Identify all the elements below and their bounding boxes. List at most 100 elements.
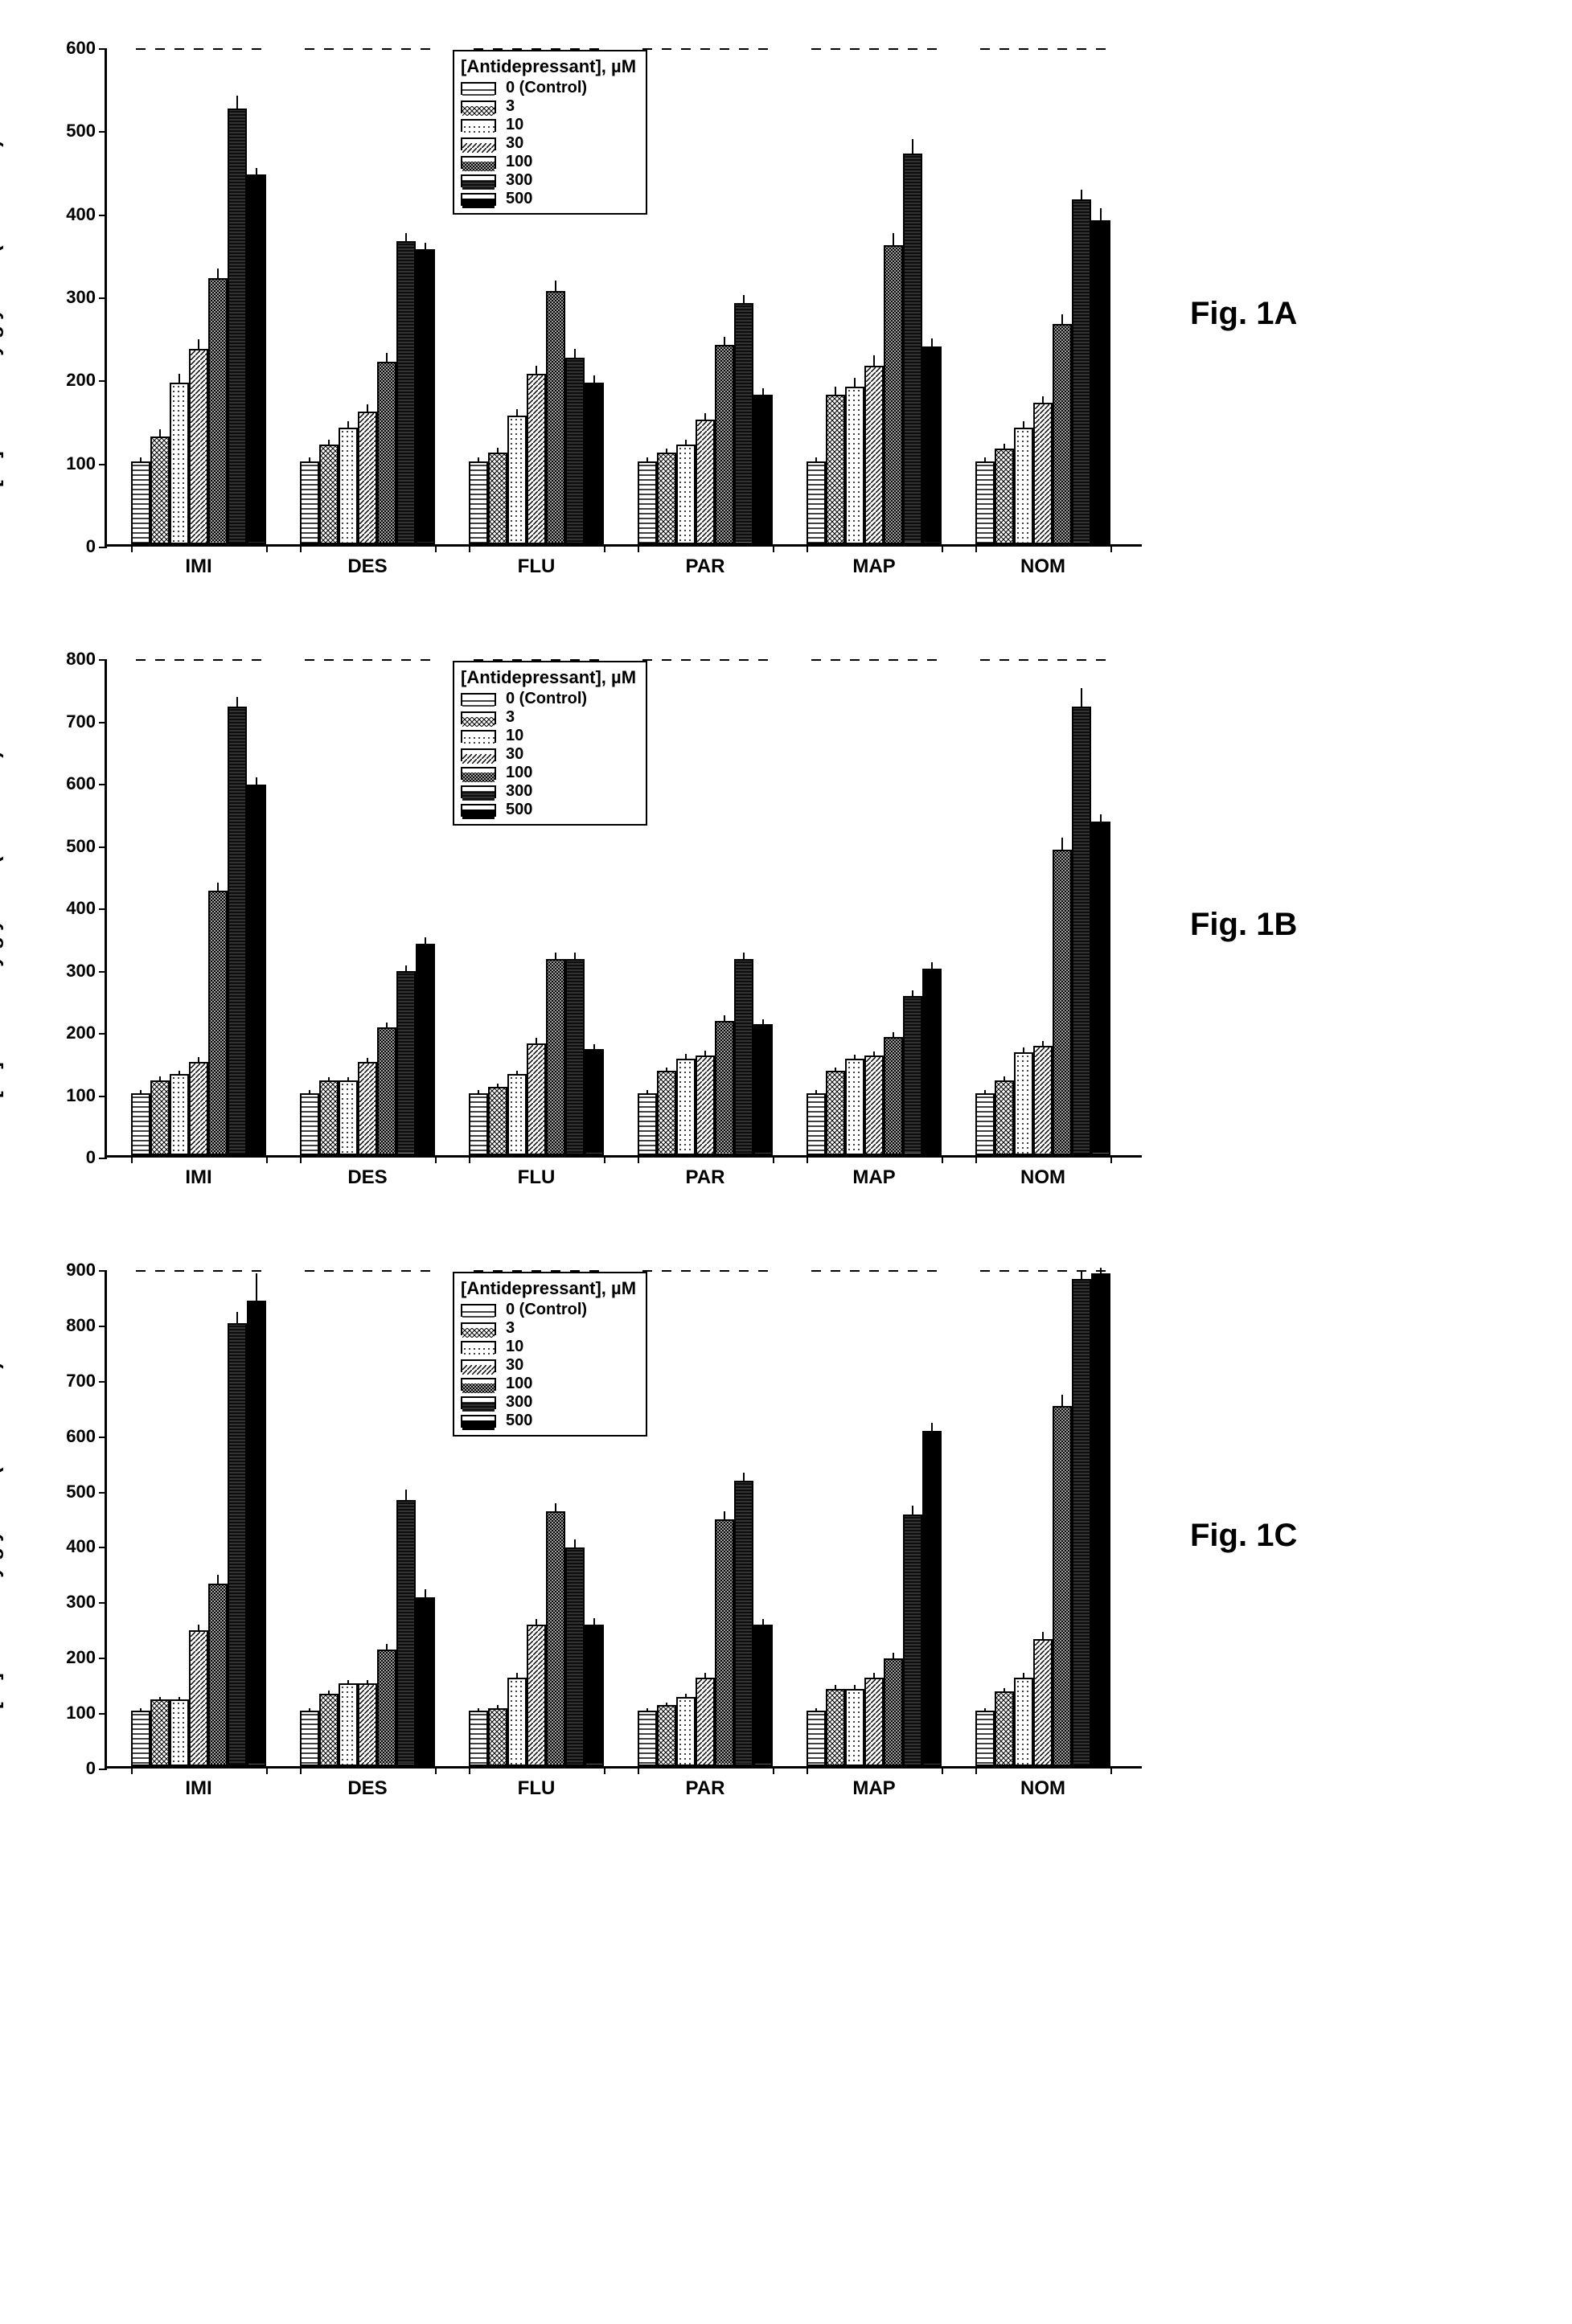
bar	[565, 959, 585, 1155]
legend-label: 0 (Control)	[506, 1301, 587, 1319]
plot-area: 0100200300400500600700800IMIDESFLUPARMAP…	[105, 659, 1142, 1158]
error-cap	[720, 1270, 729, 1272]
error-bar	[685, 1054, 687, 1059]
error-bar	[497, 1084, 499, 1087]
error-cap	[739, 1270, 749, 1272]
error-cap	[927, 659, 937, 661]
x-tick	[266, 544, 268, 552]
y-tick-label: 600	[66, 773, 96, 794]
bar	[753, 1024, 773, 1155]
error-cap	[999, 48, 1009, 50]
legend-item: 100	[461, 764, 636, 782]
y-tick-label: 300	[66, 287, 96, 308]
bar	[922, 346, 942, 544]
y-tick	[99, 1096, 107, 1097]
error-bar	[555, 953, 556, 959]
bar	[1033, 1639, 1053, 1766]
error-cap	[252, 659, 261, 661]
error-cap	[999, 1270, 1009, 1272]
x-tick	[300, 544, 302, 552]
legend-item: 10	[461, 1338, 636, 1356]
legend-swatch	[461, 748, 496, 761]
error-cap	[681, 659, 691, 661]
error-cap	[382, 48, 392, 50]
x-category-label: IMI	[185, 1777, 211, 1800]
x-category-label: PAR	[686, 1166, 725, 1189]
error-bar	[574, 953, 576, 959]
bar	[189, 1062, 208, 1155]
legend-label: 300	[506, 171, 532, 190]
error-cap	[252, 1270, 261, 1272]
bar	[676, 1059, 696, 1155]
x-tick	[1110, 1766, 1112, 1774]
legend-item: 30	[461, 134, 636, 153]
legend-title: [Antidepressant], µM	[461, 667, 636, 688]
error-cap	[700, 1270, 710, 1272]
bar	[1072, 199, 1091, 544]
bar	[507, 416, 527, 544]
legend-swatch	[461, 804, 496, 817]
error-bar	[425, 937, 426, 944]
error-bar	[1023, 1673, 1024, 1678]
bar	[975, 1711, 995, 1766]
bar	[488, 1708, 507, 1766]
figure-label: Fig. 1C	[1190, 1518, 1297, 1554]
error-cap	[908, 1270, 917, 1272]
plot-area: 0100200300400500600IMIDESFLUPARMAPNOM[An…	[105, 48, 1142, 547]
bar	[319, 445, 339, 544]
bar	[845, 1689, 864, 1766]
bar	[377, 1027, 396, 1155]
x-tick	[773, 1155, 774, 1163]
legend-item: 3	[461, 1319, 636, 1338]
error-cap	[811, 48, 821, 50]
bar	[1014, 1678, 1033, 1766]
error-bar	[931, 1423, 933, 1431]
legend-title: [Antidepressant], µM	[461, 56, 636, 77]
error-bar	[425, 1589, 426, 1597]
error-bar	[309, 1708, 310, 1711]
error-bar	[984, 1708, 986, 1711]
error-bar	[555, 281, 556, 290]
error-cap	[700, 48, 710, 50]
bar	[208, 278, 228, 544]
error-bar	[516, 409, 518, 416]
error-cap	[401, 48, 411, 50]
y-tick	[99, 1270, 107, 1272]
legend-label: 3	[506, 1319, 515, 1338]
error-bar	[666, 1703, 667, 1705]
y-tick-label: 200	[66, 1647, 96, 1668]
error-bar	[478, 1090, 479, 1093]
error-bar	[1061, 314, 1063, 324]
error-bar	[854, 1685, 856, 1688]
x-tick	[638, 1155, 639, 1163]
x-category-label: NOM	[1020, 1166, 1065, 1189]
error-bar	[574, 1539, 576, 1547]
legend-label: 0 (Control)	[506, 690, 587, 708]
bar	[975, 1093, 995, 1156]
error-bar	[256, 168, 257, 174]
legend-label: 3	[506, 708, 515, 727]
x-tick	[131, 1155, 133, 1163]
y-tick	[99, 722, 107, 723]
error-cap	[1096, 48, 1106, 50]
error-cap	[305, 659, 314, 661]
error-cap	[232, 659, 242, 661]
bar	[469, 1711, 488, 1766]
bar	[845, 1059, 864, 1155]
bar	[696, 1678, 715, 1766]
y-tick	[99, 908, 107, 910]
error-cap	[1077, 48, 1086, 50]
bar	[150, 437, 170, 544]
bar	[565, 1547, 585, 1766]
bar	[300, 1093, 319, 1156]
legend-label: 10	[506, 116, 523, 134]
bar	[319, 1080, 339, 1155]
bar	[416, 1597, 435, 1766]
legend-item: 300	[461, 171, 636, 190]
bar	[1091, 1273, 1110, 1766]
error-bar	[1023, 1047, 1024, 1052]
error-cap	[194, 1270, 203, 1272]
x-category-label: DES	[347, 1166, 387, 1189]
bar	[676, 445, 696, 544]
legend-swatch	[461, 193, 496, 206]
